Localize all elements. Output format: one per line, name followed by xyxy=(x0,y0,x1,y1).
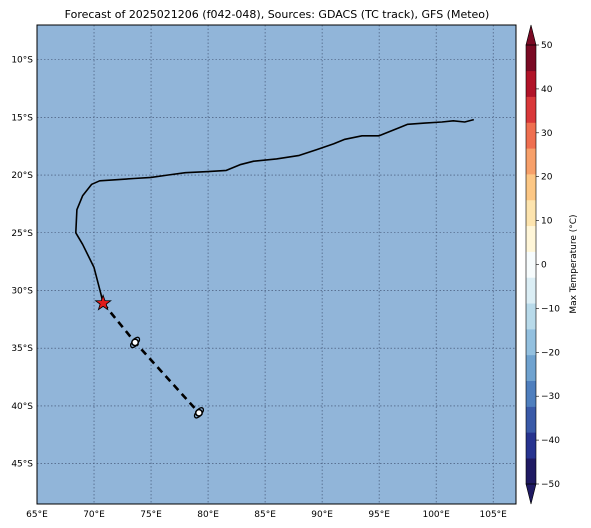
temperature-field xyxy=(37,25,516,504)
colorbar-tick-label: −40 xyxy=(541,436,560,446)
cyclone-symbol-icon xyxy=(193,407,205,419)
colorbar-min-extend xyxy=(525,483,537,505)
colorbar-ticks: 50 40 30 20 10 0 −10 −20 −30 −40 −50 xyxy=(536,41,560,490)
colorbar-tick-label: 50 xyxy=(541,41,553,51)
colorbar-segment xyxy=(526,70,536,97)
longitude-axis: 65°E 70°E 75°E 80°E 85°E 90°E 95°E 100°E 105°E xyxy=(26,510,507,520)
lon-tick-label: 80°E xyxy=(197,510,219,520)
colorbar-segment xyxy=(526,329,536,356)
gridlines xyxy=(37,25,516,504)
colorbar-tick-label: 20 xyxy=(541,173,553,183)
lat-tick-label: 10°S xyxy=(11,56,33,66)
colorbar-segment xyxy=(526,432,536,459)
map-frame xyxy=(36,24,517,505)
colorbar-tick-label: −50 xyxy=(541,480,560,490)
lon-tick-label: 85°E xyxy=(254,510,276,520)
lon-tick-label: 100°E xyxy=(422,510,450,520)
colorbar-tick-label: −20 xyxy=(541,348,560,358)
colorbar-segment xyxy=(526,225,536,252)
map-panel: 65°E 70°E 75°E 80°E 85°E 90°E 95°E 100°E 105°E 1… xyxy=(11,24,517,520)
colorbar-segment xyxy=(526,354,536,382)
colorbar-tick-label: 40 xyxy=(541,85,553,95)
colorbar-segment xyxy=(526,458,536,485)
colorbar-tick-label: −30 xyxy=(541,392,560,402)
lat-tick-label: 30°S xyxy=(11,286,33,296)
colorbar-segment xyxy=(526,96,536,123)
colorbar-segment xyxy=(526,406,536,433)
colorbar-segment xyxy=(526,174,536,201)
colorbar-segment xyxy=(526,45,536,72)
lon-tick-label: 70°E xyxy=(83,510,105,520)
lat-tick-label: 45°S xyxy=(11,460,33,470)
lon-tick-label: 75°E xyxy=(140,510,162,520)
lat-tick-label: 20°S xyxy=(11,171,33,181)
lon-tick-label: 65°E xyxy=(26,510,48,520)
colorbar-segment xyxy=(526,380,536,407)
colorbar-segment xyxy=(526,303,536,330)
lon-tick-label: 105°E xyxy=(480,510,508,520)
lat-tick-label: 35°S xyxy=(11,344,33,354)
observed-track-line xyxy=(75,118,475,304)
colorbar-segment xyxy=(526,199,536,227)
current-position-star-icon xyxy=(94,293,112,311)
forecast-cyclone-symbols xyxy=(130,336,205,419)
cyclone-symbol-icon xyxy=(130,336,141,349)
colorbar: 50 40 30 20 10 0 −10 −20 −30 −40 −50 Max Temperatu… xyxy=(525,24,579,505)
lat-tick-label: 25°S xyxy=(11,229,33,239)
colorbar-segments xyxy=(526,45,536,485)
map-title: Forecast of 2025021206 (f042-048), Sourc… xyxy=(65,8,490,21)
colorbar-segment xyxy=(526,122,536,149)
colorbar-segment xyxy=(526,148,536,175)
latitude-axis: 10°S 15°S 20°S 25°S 30°S 35°S 40°S 45°S xyxy=(11,56,33,470)
colorbar-segment xyxy=(526,277,536,304)
lon-tick-label: 90°E xyxy=(311,510,333,520)
colorbar-max-extend xyxy=(525,24,537,46)
lat-tick-label: 40°S xyxy=(11,402,33,412)
lat-tick-label: 15°S xyxy=(11,113,33,123)
colorbar-tick-label: 10 xyxy=(541,217,553,227)
lon-tick-label: 95°E xyxy=(368,510,390,520)
colorbar-segment xyxy=(526,251,536,278)
colorbar-tick-label: 0 xyxy=(541,261,547,271)
colorbar-tick-label: −10 xyxy=(541,304,560,314)
colorbar-label: Max Temperature (°C) xyxy=(569,214,579,313)
colorbar-tick-label: 30 xyxy=(541,129,553,139)
